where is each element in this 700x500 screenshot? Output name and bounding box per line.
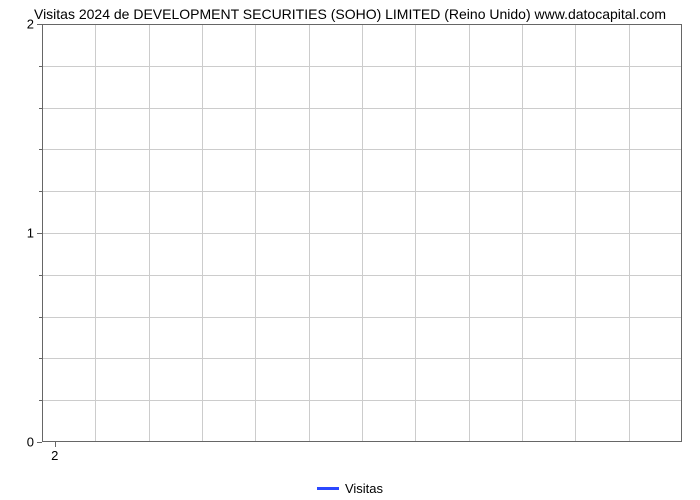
- y-tick-minor: [39, 400, 42, 401]
- legend-line-swatch: [317, 487, 339, 490]
- grid-line-horizontal: [42, 275, 682, 276]
- y-tick-minor: [39, 358, 42, 359]
- grid-line-horizontal: [42, 233, 682, 234]
- grid-line-horizontal: [42, 317, 682, 318]
- y-tick-minor: [39, 317, 42, 318]
- x-tick-label: 2: [51, 448, 58, 463]
- grid-line-horizontal: [42, 66, 682, 67]
- y-tick-label: 2: [27, 17, 34, 32]
- chart-legend: Visitas: [0, 480, 700, 496]
- y-tick-label: 1: [27, 226, 34, 241]
- grid-line-horizontal: [42, 108, 682, 109]
- grid-line-horizontal: [42, 149, 682, 150]
- legend-label: Visitas: [345, 481, 383, 496]
- y-tick-mark: [37, 233, 42, 234]
- grid-line-horizontal: [42, 191, 682, 192]
- grid-line-horizontal: [42, 358, 682, 359]
- chart-plot-area: 0122: [42, 24, 682, 442]
- y-tick-minor: [39, 275, 42, 276]
- y-tick-minor: [39, 191, 42, 192]
- y-tick-mark: [37, 442, 42, 443]
- y-tick-minor: [39, 149, 42, 150]
- y-tick-mark: [37, 24, 42, 25]
- chart-container: { "chart": { "type": "line", "title": "V…: [0, 0, 700, 500]
- x-tick-mark: [55, 442, 56, 447]
- y-tick-label: 0: [27, 435, 34, 450]
- grid-line-horizontal: [42, 400, 682, 401]
- chart-title: Visitas 2024 de DEVELOPMENT SECURITIES (…: [0, 6, 700, 22]
- y-tick-minor: [39, 108, 42, 109]
- y-tick-minor: [39, 66, 42, 67]
